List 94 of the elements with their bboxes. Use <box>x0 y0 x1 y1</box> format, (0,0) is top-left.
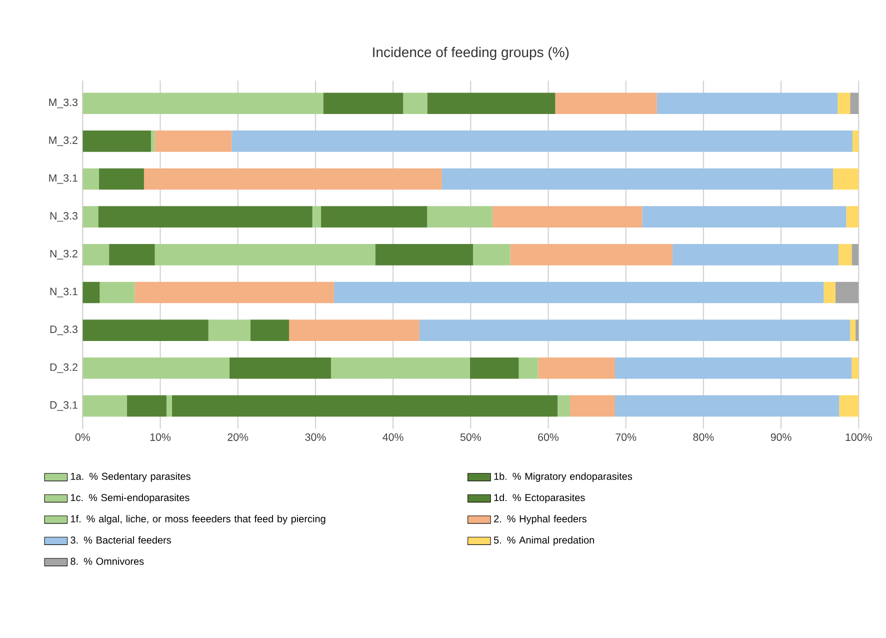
bar <box>82 282 100 304</box>
bar <box>642 206 846 228</box>
bar <box>154 244 376 266</box>
x-tick-label: 70% <box>616 433 636 441</box>
bar <box>134 282 334 304</box>
y-tick-label: D_3.2 <box>50 363 78 373</box>
bar <box>852 357 859 379</box>
bar <box>82 357 230 379</box>
bar <box>838 92 850 114</box>
bar <box>323 92 404 114</box>
bar <box>82 130 151 152</box>
bar <box>656 92 838 114</box>
x-tick-label: 80% <box>693 433 714 441</box>
legend-label: 2. % Hyphal feeders <box>494 515 587 524</box>
x-tick-label: 0% <box>75 433 90 441</box>
legend-label: 3. % Bacterial feeders <box>70 536 172 544</box>
bar <box>126 395 166 417</box>
y-tick-label: M_3.1 <box>49 174 78 184</box>
bar <box>208 320 250 341</box>
bar <box>442 168 834 190</box>
bar <box>419 320 850 341</box>
bar <box>82 206 98 228</box>
bar <box>570 395 616 417</box>
bar <box>470 357 519 379</box>
y-tick-label: M_3.2 <box>49 136 78 146</box>
bar <box>320 206 428 228</box>
x-tick-label: 90% <box>770 433 792 441</box>
bar <box>82 168 99 190</box>
x-tick-label: 20% <box>228 433 248 441</box>
bar <box>856 320 859 341</box>
bar <box>82 244 110 266</box>
bar <box>850 320 856 341</box>
bar <box>98 168 144 190</box>
legend-label: 1d. % Ectoparasites <box>494 494 585 504</box>
bar <box>852 244 859 266</box>
x-tick-label: 60% <box>538 433 559 441</box>
bar <box>838 244 852 266</box>
bar <box>846 206 859 228</box>
x-tick-label: 40% <box>382 433 404 441</box>
y-tick-label: M_3.3 <box>49 98 78 108</box>
bar <box>172 395 558 417</box>
legend-label: 1f. % algal, liche, or moss feeeders that feed by piercing <box>70 515 326 524</box>
bar <box>615 395 840 417</box>
bar <box>154 130 232 152</box>
y-tick-label: D_3.3 <box>50 326 78 336</box>
bar <box>850 92 859 114</box>
bar <box>229 357 331 379</box>
bar <box>144 168 442 190</box>
bar <box>555 92 657 114</box>
legend-label: 1a. % Sedentary parasites <box>70 472 190 482</box>
bar <box>558 395 570 417</box>
bar <box>289 320 420 341</box>
bar <box>166 395 172 417</box>
bar <box>82 395 127 417</box>
bar <box>835 282 859 304</box>
bar <box>824 282 836 304</box>
y-tick-label: N_3.3 <box>50 212 78 222</box>
bar <box>492 206 642 228</box>
bar <box>538 357 616 379</box>
y-tick-label: N_3.1 <box>50 288 78 298</box>
bar <box>82 92 324 114</box>
bar <box>427 92 556 114</box>
bar <box>150 130 155 152</box>
bar <box>100 282 135 304</box>
legend-label: 5. % Animal predation <box>494 536 594 546</box>
bar <box>232 130 852 152</box>
bar <box>312 206 321 228</box>
x-tick-label: 100% <box>846 433 872 441</box>
x-tick-label: 50% <box>460 433 481 441</box>
bar <box>427 206 492 228</box>
x-tick-label: 30% <box>305 433 326 441</box>
bar <box>473 244 510 266</box>
x-tick-label: 10% <box>150 433 171 441</box>
bar <box>375 244 473 266</box>
chart-title: Incidence of feeding groups (%) <box>373 46 569 60</box>
y-tick-label: N_3.2 <box>50 250 78 260</box>
bar <box>403 92 428 114</box>
bar <box>833 168 859 190</box>
legend-label: 1b. % Migratory endoparasites <box>494 472 632 482</box>
bar <box>672 244 838 266</box>
legend-label: 1c. % Semi-endoparasites <box>70 494 190 504</box>
bar <box>98 206 312 228</box>
bar <box>109 244 155 266</box>
bar <box>250 320 290 341</box>
bar <box>839 395 859 417</box>
bar <box>330 357 470 379</box>
bar <box>82 320 208 341</box>
bar <box>518 357 538 379</box>
bar <box>510 244 672 266</box>
y-tick-label: D_3.1 <box>50 401 78 411</box>
bar <box>334 282 824 304</box>
legend-label: 8. % Omnivores <box>70 558 144 565</box>
bar <box>852 130 859 152</box>
bar <box>615 357 852 379</box>
